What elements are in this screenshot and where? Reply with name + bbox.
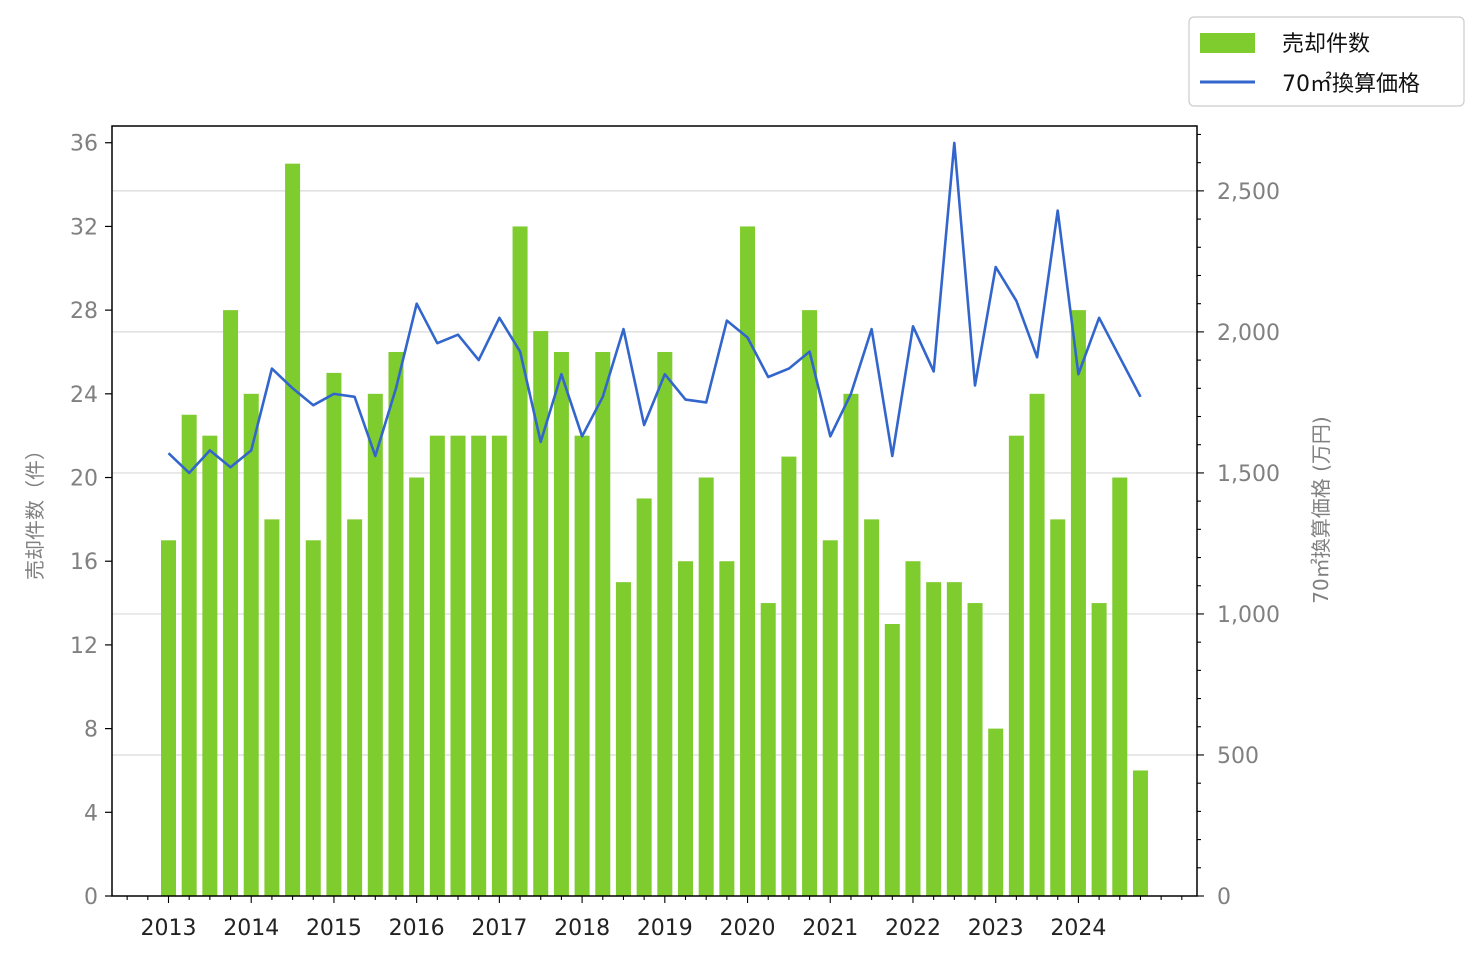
left-axis-title: 売却件数（件） bbox=[23, 440, 47, 580]
x-tick-label: 2022 bbox=[885, 916, 941, 941]
bar bbox=[678, 561, 693, 896]
bar bbox=[1050, 519, 1066, 896]
bar bbox=[202, 435, 218, 896]
bar bbox=[409, 477, 425, 896]
bar bbox=[781, 456, 797, 896]
y-tick-label: 12 bbox=[70, 634, 98, 659]
legend-line-label: 70㎡換算価格 bbox=[1282, 71, 1420, 97]
bar bbox=[657, 351, 673, 896]
y2-tick-label: 2,000 bbox=[1217, 321, 1280, 346]
y-tick-label: 8 bbox=[84, 718, 98, 743]
legend: 売却件数 70㎡換算価格 bbox=[1188, 16, 1465, 107]
bar bbox=[719, 561, 735, 896]
bar bbox=[512, 226, 528, 896]
legend-bar-label: 売却件数 bbox=[1282, 32, 1370, 57]
x-tick-label: 2017 bbox=[471, 916, 527, 941]
y2-tick-label: 500 bbox=[1217, 744, 1259, 769]
line-series bbox=[167, 141, 1142, 475]
x-tick-label: 2013 bbox=[141, 916, 197, 941]
y-tick-label: 36 bbox=[70, 132, 98, 157]
bar bbox=[1029, 393, 1045, 896]
x-tick-label: 2018 bbox=[554, 916, 610, 941]
y-tick-label: 28 bbox=[70, 299, 98, 324]
bar bbox=[884, 623, 900, 896]
bar bbox=[760, 603, 776, 896]
plot-frame bbox=[111, 125, 1198, 897]
legend-box bbox=[1188, 16, 1465, 107]
bar bbox=[822, 540, 838, 896]
bar bbox=[988, 728, 1004, 896]
x-tick-label: 2019 bbox=[637, 916, 693, 941]
right-axis-title: 70㎡換算価格 (万円) bbox=[1309, 416, 1333, 603]
y-tick-label: 0 bbox=[84, 885, 98, 910]
bar bbox=[615, 582, 631, 896]
y-tick-label: 4 bbox=[84, 801, 98, 826]
bar bbox=[1008, 435, 1024, 896]
bar bbox=[161, 540, 176, 896]
x-axis: 2013 2014 2015 2016 2017 2018 2019 2020 2021 2022… bbox=[126, 896, 1183, 941]
x-tick-label: 2020 bbox=[720, 916, 776, 941]
left-axis: 0 4 8 12 16 20 24 28 32 36 bbox=[70, 132, 112, 910]
bar bbox=[388, 351, 404, 896]
bar bbox=[636, 498, 652, 896]
bar bbox=[243, 393, 259, 896]
bar bbox=[1112, 477, 1128, 896]
bar bbox=[223, 310, 239, 896]
bar bbox=[946, 582, 962, 896]
price-line bbox=[167, 141, 1142, 475]
y-tick-label: 24 bbox=[70, 383, 98, 408]
bar bbox=[181, 414, 197, 896]
bar bbox=[1070, 310, 1086, 896]
bar bbox=[326, 372, 342, 896]
bar bbox=[1132, 770, 1148, 896]
bar bbox=[471, 435, 487, 896]
legend-bar-swatch bbox=[1200, 33, 1255, 53]
y-tick-label: 16 bbox=[70, 550, 98, 575]
bar bbox=[491, 435, 507, 896]
y2-tick-label: 0 bbox=[1217, 885, 1231, 910]
x-tick-label: 2024 bbox=[1050, 916, 1106, 941]
bar bbox=[450, 435, 466, 896]
x-tick-label: 2023 bbox=[968, 916, 1024, 941]
x-tick-label: 2014 bbox=[223, 916, 279, 941]
y-tick-label: 20 bbox=[70, 467, 98, 492]
bar bbox=[264, 519, 280, 896]
bar bbox=[905, 561, 921, 896]
bar bbox=[802, 310, 818, 896]
bar bbox=[347, 519, 363, 896]
y2-tick-label: 2,500 bbox=[1217, 180, 1280, 205]
bar bbox=[429, 435, 445, 896]
bar bbox=[595, 351, 611, 896]
bar bbox=[533, 331, 549, 897]
bar bbox=[285, 163, 301, 897]
bar-series bbox=[161, 163, 1148, 897]
x-tick-label: 2021 bbox=[802, 916, 858, 941]
bar bbox=[843, 393, 859, 896]
bar bbox=[367, 393, 383, 896]
bar bbox=[967, 603, 983, 896]
y2-tick-label: 1,500 bbox=[1217, 462, 1280, 487]
bar bbox=[574, 435, 590, 896]
bar bbox=[553, 351, 569, 896]
x-tick-label: 2015 bbox=[306, 916, 362, 941]
bar bbox=[740, 226, 756, 896]
bar bbox=[305, 540, 321, 896]
bar bbox=[1091, 603, 1107, 896]
y2-tick-label: 1,000 bbox=[1217, 603, 1280, 628]
x-tick-label: 2016 bbox=[389, 916, 445, 941]
bar bbox=[698, 477, 714, 896]
y-tick-label: 32 bbox=[70, 215, 98, 240]
bar bbox=[926, 582, 942, 896]
right-axis: 0 500 1,000 1,500 2,000 2,500 bbox=[1197, 133, 1280, 910]
bar bbox=[864, 519, 880, 896]
